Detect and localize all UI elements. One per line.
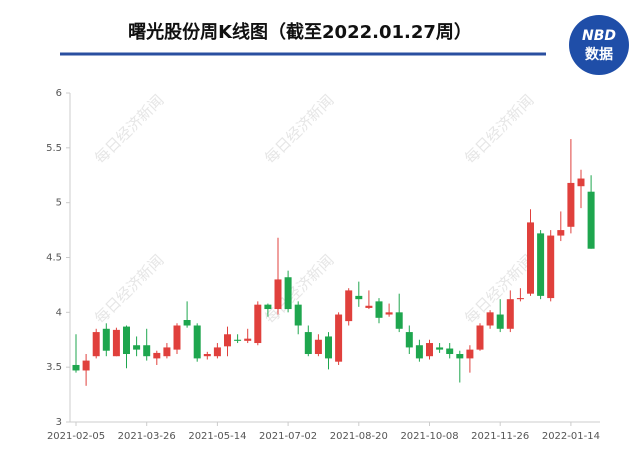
logo-text: 数据 bbox=[585, 46, 613, 63]
candle-body bbox=[234, 339, 242, 341]
candle-body bbox=[82, 360, 90, 371]
candle-body bbox=[486, 312, 494, 326]
candle-body bbox=[516, 298, 524, 300]
candle-body bbox=[335, 314, 343, 362]
candle-body bbox=[284, 277, 292, 310]
y-tick-label: 4 bbox=[56, 307, 62, 318]
candle-body bbox=[92, 332, 100, 357]
y-tick-label: 5 bbox=[56, 198, 62, 209]
candle-body bbox=[537, 233, 545, 296]
candle-body bbox=[304, 332, 312, 355]
x-tick-label: 2021-02-05 bbox=[47, 431, 105, 442]
candle-body bbox=[213, 347, 221, 357]
candle-body bbox=[153, 352, 161, 359]
candle-body bbox=[365, 305, 373, 308]
candle-body bbox=[385, 312, 393, 315]
y-tick-label: 6 bbox=[56, 88, 62, 99]
candle-body bbox=[163, 347, 171, 357]
candle-body bbox=[476, 325, 484, 350]
candle-body bbox=[72, 364, 80, 371]
candle-body bbox=[325, 336, 332, 359]
candle-body bbox=[102, 328, 110, 351]
chart-title: 曙光股份周K线图（截至2022.01.27周） bbox=[128, 21, 472, 43]
watermark: 每日经济新闻 bbox=[91, 251, 167, 327]
candle-body bbox=[496, 314, 504, 329]
x-tick-label: 2021-08-20 bbox=[330, 431, 388, 442]
candle-body bbox=[506, 299, 514, 329]
candle-body bbox=[395, 312, 403, 329]
candle-body bbox=[254, 304, 262, 344]
candle-body bbox=[426, 343, 433, 357]
y-tick-label: 3 bbox=[56, 417, 62, 428]
candle-body bbox=[123, 326, 130, 355]
candle-body bbox=[173, 325, 181, 350]
candle-body bbox=[405, 332, 413, 348]
candle-body bbox=[274, 279, 282, 310]
candle-body bbox=[456, 354, 464, 359]
watermark: 每日经济新闻 bbox=[261, 91, 337, 167]
y-tick-label: 3.5 bbox=[46, 362, 62, 373]
logo-text: NBD bbox=[582, 28, 616, 44]
candle-body bbox=[193, 325, 201, 359]
candle-body bbox=[415, 345, 423, 359]
candle-body bbox=[345, 290, 353, 322]
candle-body bbox=[375, 301, 383, 318]
candle-body bbox=[183, 320, 191, 326]
x-tick-label: 2021-10-08 bbox=[400, 431, 458, 442]
x-tick-label: 2021-03-26 bbox=[118, 431, 176, 442]
x-tick-label: 2021-11-26 bbox=[471, 431, 529, 442]
candle-body bbox=[224, 334, 231, 347]
candle-body bbox=[294, 304, 302, 326]
y-tick-label: 4.5 bbox=[46, 253, 62, 264]
candle-body bbox=[567, 182, 575, 227]
candle-body bbox=[112, 329, 120, 357]
x-tick-label: 2021-07-02 bbox=[259, 431, 317, 442]
logo-badge bbox=[569, 15, 629, 75]
candle-body bbox=[314, 339, 322, 355]
watermark: 每日经济新闻 bbox=[91, 91, 167, 167]
candle-body bbox=[446, 348, 454, 355]
candle-body bbox=[557, 230, 565, 236]
candle-body bbox=[355, 295, 363, 300]
x-tick-label: 2022-01-14 bbox=[542, 431, 600, 442]
candle-body bbox=[143, 345, 151, 357]
watermark: 每日经济新闻 bbox=[461, 91, 537, 167]
candle-body bbox=[527, 222, 534, 294]
y-tick-label: 5.5 bbox=[46, 143, 62, 154]
candle-body bbox=[133, 345, 141, 350]
x-tick-label: 2021-05-14 bbox=[188, 431, 246, 442]
candle-body bbox=[577, 178, 585, 187]
candle-body bbox=[244, 338, 252, 341]
candle-body bbox=[436, 347, 444, 350]
candle-body bbox=[587, 191, 595, 249]
candle-body bbox=[264, 304, 272, 310]
candle-body bbox=[203, 354, 211, 357]
candle-body bbox=[547, 235, 555, 299]
candle-body bbox=[466, 349, 474, 359]
